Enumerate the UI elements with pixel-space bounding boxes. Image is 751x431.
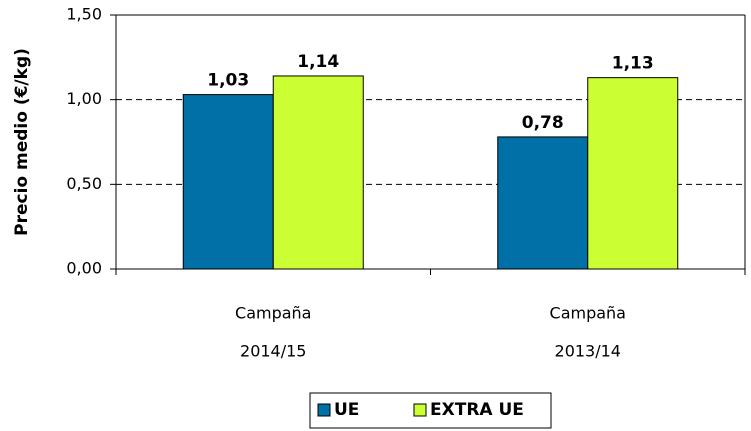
- bar: [182, 94, 274, 270]
- y-tick-label: 1,50: [66, 5, 102, 24]
- value-label: 1,13: [612, 54, 654, 74]
- y-axis-label: Precio medio (€/kg): [12, 48, 32, 236]
- value-label: 0,78: [522, 113, 564, 133]
- y-tick-label: 1,00: [66, 89, 102, 108]
- x-tick-label: Campaña: [550, 304, 626, 323]
- x-tick-label: 2013/14: [555, 342, 621, 361]
- bar: [587, 77, 679, 270]
- legend-swatch: [413, 403, 427, 417]
- x-tick-label: Campaña: [235, 304, 311, 323]
- legend-label: UE: [334, 400, 359, 420]
- y-tick-label: 0,00: [66, 259, 102, 278]
- legend-box: [309, 392, 552, 429]
- legend-swatch: [317, 403, 331, 417]
- bar: [272, 75, 364, 270]
- x-tick-label: 2014/15: [240, 342, 306, 361]
- value-label: 1,14: [297, 52, 339, 72]
- bar: [497, 136, 589, 270]
- y-tick-label: 0,50: [66, 174, 102, 193]
- legend-label: EXTRA UE: [430, 400, 524, 420]
- value-label: 1,03: [207, 71, 249, 91]
